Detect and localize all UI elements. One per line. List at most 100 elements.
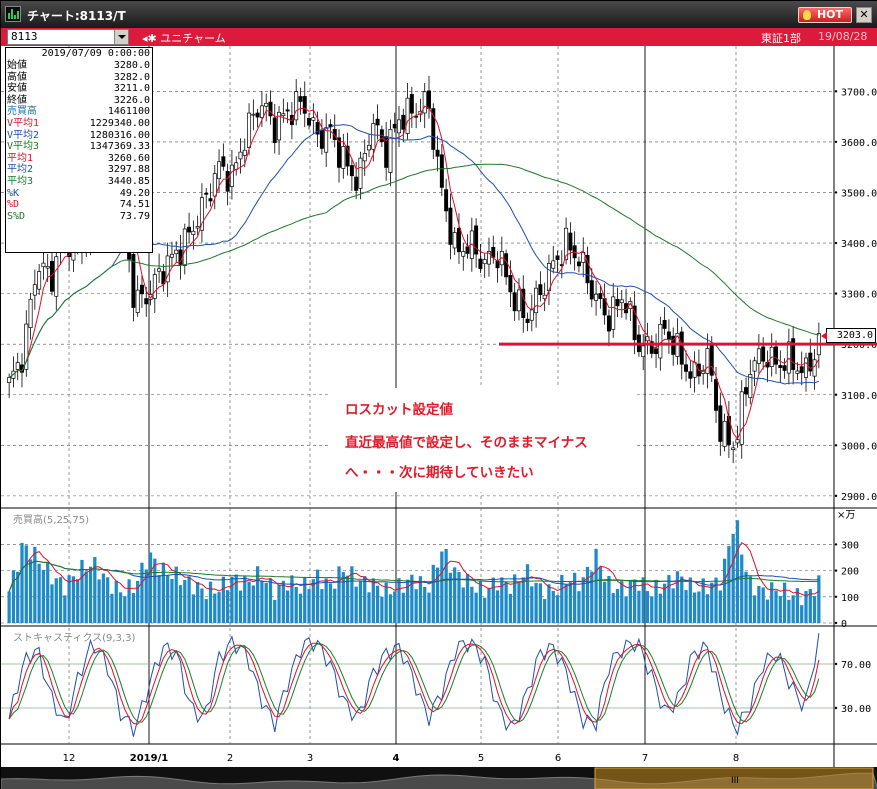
candle-body xyxy=(799,366,804,374)
volume-bar xyxy=(285,590,290,623)
data-rows: 始値 3280.0 高値 3282.0 安値 3211.0 終値 3226.0 売買高 14611… xyxy=(6,60,152,222)
data-row-value: 1347369.33 xyxy=(89,141,150,153)
volume-bar xyxy=(615,588,620,623)
volume-bar xyxy=(658,593,662,623)
candle-body xyxy=(688,371,693,379)
candle-body xyxy=(152,274,157,299)
tick-mark xyxy=(834,569,838,572)
hot-button[interactable]: HOT xyxy=(798,7,852,23)
candle-body xyxy=(225,170,230,192)
candle-body xyxy=(804,357,808,378)
candle-body xyxy=(191,230,196,235)
volume-bar xyxy=(551,590,555,623)
volume-bar xyxy=(761,587,765,623)
company-name-text: ユニチャーム xyxy=(160,32,226,45)
candle-body xyxy=(397,119,401,134)
volume-tick-label: 100 xyxy=(841,593,859,604)
price-tick-label: 3600.0 xyxy=(841,138,877,149)
volume-bar xyxy=(517,581,521,623)
volume-bar xyxy=(697,591,701,623)
data-row-value: 74.51 xyxy=(119,199,150,211)
candle-body xyxy=(782,365,787,371)
volume-bar xyxy=(118,592,123,623)
symbol-select[interactable]: 8113 xyxy=(7,29,129,45)
volume-bar xyxy=(457,571,461,623)
volume-bar xyxy=(341,572,345,623)
candle-body xyxy=(24,323,29,370)
candle-body xyxy=(581,252,586,263)
volume-bar xyxy=(281,580,285,623)
candle-body xyxy=(448,207,453,245)
candle-body xyxy=(568,232,573,251)
volume-bar xyxy=(363,576,367,623)
candle-body xyxy=(251,113,256,116)
candle-body xyxy=(405,97,410,134)
candle-body xyxy=(808,352,813,372)
volume-bar xyxy=(367,592,371,623)
volume-bar xyxy=(603,581,607,623)
scroller-thumb[interactable] xyxy=(594,767,874,789)
candle-body xyxy=(148,294,153,300)
candle-body xyxy=(722,420,727,447)
volume-bars xyxy=(7,520,821,623)
volume-bar xyxy=(268,578,273,623)
candle-body xyxy=(538,284,543,295)
volume-bar xyxy=(504,582,508,623)
data-row: %K 49.20 xyxy=(6,188,152,200)
volume-bar xyxy=(183,579,187,623)
volume-bar xyxy=(770,582,774,623)
volume-average-line xyxy=(8,542,820,597)
volume-bar xyxy=(577,591,581,623)
volume-bar xyxy=(710,582,714,623)
candle-body xyxy=(422,91,427,114)
data-window: 2019/07/09 0:00:00 始値 3280.0 高値 3282.0 安値 321… xyxy=(5,47,153,253)
menu-arrow-icon[interactable]: ◂✱ xyxy=(142,32,161,45)
price-tick-label: 2900.0 xyxy=(841,492,877,503)
volume-bar xyxy=(50,584,54,623)
volume-bar xyxy=(226,590,230,623)
data-row: 安値 3211.0 xyxy=(6,83,152,95)
hot-label: HOT xyxy=(816,8,843,21)
volume-bar xyxy=(427,592,431,623)
data-row-key: 平均1 xyxy=(7,152,34,164)
candle-body xyxy=(315,121,320,135)
data-row-key: V平均3 xyxy=(7,141,40,153)
volume-bar xyxy=(174,566,178,623)
time-scroller[interactable]: III xyxy=(1,767,877,789)
candle-body xyxy=(281,113,286,116)
volume-bar xyxy=(808,589,812,623)
candle-body xyxy=(444,189,449,212)
volume-bar xyxy=(744,571,748,623)
volume-bar xyxy=(705,594,710,623)
volume-bar xyxy=(680,576,684,623)
chevron-down-icon[interactable] xyxy=(114,30,128,44)
candle-body xyxy=(508,274,513,293)
tick-mark xyxy=(834,393,838,396)
title-bar[interactable]: チャート:8113/T HOT ✕ xyxy=(1,1,877,28)
candle-body xyxy=(212,173,217,197)
candle-body xyxy=(495,260,500,269)
data-row-value: 73.79 xyxy=(119,210,150,222)
data-row: 平均1 3260.60 xyxy=(6,153,152,165)
candle-body xyxy=(221,156,226,167)
candle-body xyxy=(349,165,354,177)
volume-bar xyxy=(20,542,24,623)
candle-body xyxy=(654,348,659,354)
data-row-value: 49.20 xyxy=(119,187,150,199)
volume-bar xyxy=(67,575,71,623)
data-row-value: 3297.88 xyxy=(107,164,150,176)
volume-bar xyxy=(397,578,401,623)
grip-icon[interactable]: III xyxy=(731,776,739,786)
candle-body xyxy=(679,331,684,365)
candle-body xyxy=(208,198,213,202)
tick-mark xyxy=(834,444,838,447)
close-button[interactable]: ✕ xyxy=(856,7,872,23)
price-tick-label: 3000.0 xyxy=(841,441,877,452)
volume-bar xyxy=(774,590,778,623)
volume-bar xyxy=(688,577,692,623)
tick-mark xyxy=(834,241,838,245)
volume-bar xyxy=(521,577,525,623)
candle-body xyxy=(435,149,440,157)
flame-icon xyxy=(803,10,811,20)
candle-body xyxy=(529,309,534,321)
